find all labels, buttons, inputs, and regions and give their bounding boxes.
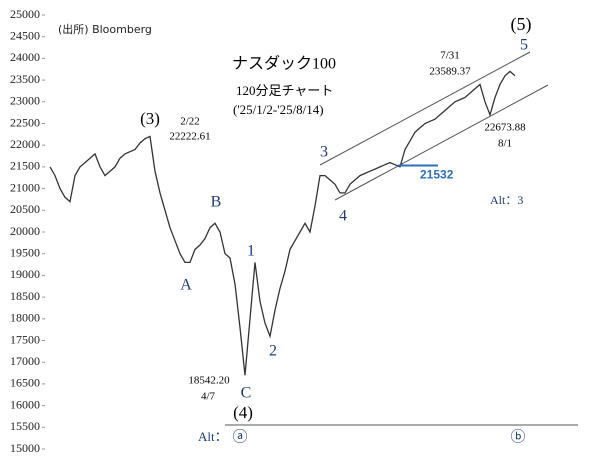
y-tick-label: 17000 [10, 354, 40, 368]
price-line [49, 70, 516, 376]
annotation: 23589.37 [429, 66, 471, 78]
annotation: 18542.20 [188, 375, 230, 387]
channel-upper [319, 51, 531, 166]
annotation: (出所) Bloomberg [58, 22, 152, 36]
y-tick-label: 23500 [10, 72, 40, 86]
annotation: 3 [320, 144, 328, 161]
y-tick-label: 19500 [10, 245, 40, 259]
annotation: 2 [269, 343, 277, 360]
level-label: 21532 [420, 168, 454, 182]
annotation: Alt： [198, 429, 228, 444]
y-tick-label: 21500 [10, 159, 40, 173]
y-tick-label: 15000 [10, 441, 40, 455]
annotation: B [211, 194, 222, 211]
annotation: 8/1 [498, 138, 512, 150]
y-tick-label: 16000 [10, 397, 40, 411]
annotation: (4) [233, 403, 253, 422]
annotation: 22673.88 [484, 122, 526, 134]
y-tick-label: 16500 [10, 376, 40, 390]
y-tick-label: 21000 [10, 180, 40, 194]
y-tick-label: 25000 [10, 7, 40, 21]
y-tick-label: 22000 [10, 137, 40, 151]
y-tick-label: 20000 [10, 224, 40, 238]
annotation: 4 [339, 208, 347, 225]
y-tick-label: 22500 [10, 115, 40, 129]
annotation: Alt：3 [490, 193, 523, 207]
y-tick-label: 20500 [10, 202, 40, 216]
y-tick-label: 19000 [10, 267, 40, 281]
y-tick-label: 15500 [10, 419, 40, 433]
annotation: 5 [520, 37, 528, 54]
annotation: ('25/1/2-'25/8/14) [233, 102, 324, 117]
y-tick-label: 18000 [10, 311, 40, 325]
annotation: 7/31 [440, 50, 460, 62]
channel-lower [334, 84, 549, 201]
annotation: 4/7 [201, 391, 216, 403]
annotation: (5) [511, 14, 532, 35]
annotation: ナスダック100 [232, 55, 336, 73]
annotation: 1 [247, 243, 255, 260]
y-tick-label: 24000 [10, 50, 40, 64]
y-tick-label: 17500 [10, 332, 40, 346]
annotation: ⓐ [232, 428, 247, 445]
annotation: 2/22 [180, 116, 200, 128]
annotation: 22222.61 [169, 131, 210, 143]
y-tick-label: 23000 [10, 94, 40, 108]
annotation: ⓑ [510, 428, 525, 445]
annotation: C [241, 385, 252, 402]
annotation: (3) [140, 109, 160, 128]
y-tick-label: 18500 [10, 289, 40, 303]
y-tick-label: 24500 [10, 28, 40, 42]
annotation: 120分足チャート [236, 83, 333, 98]
annotation: A [180, 277, 192, 294]
